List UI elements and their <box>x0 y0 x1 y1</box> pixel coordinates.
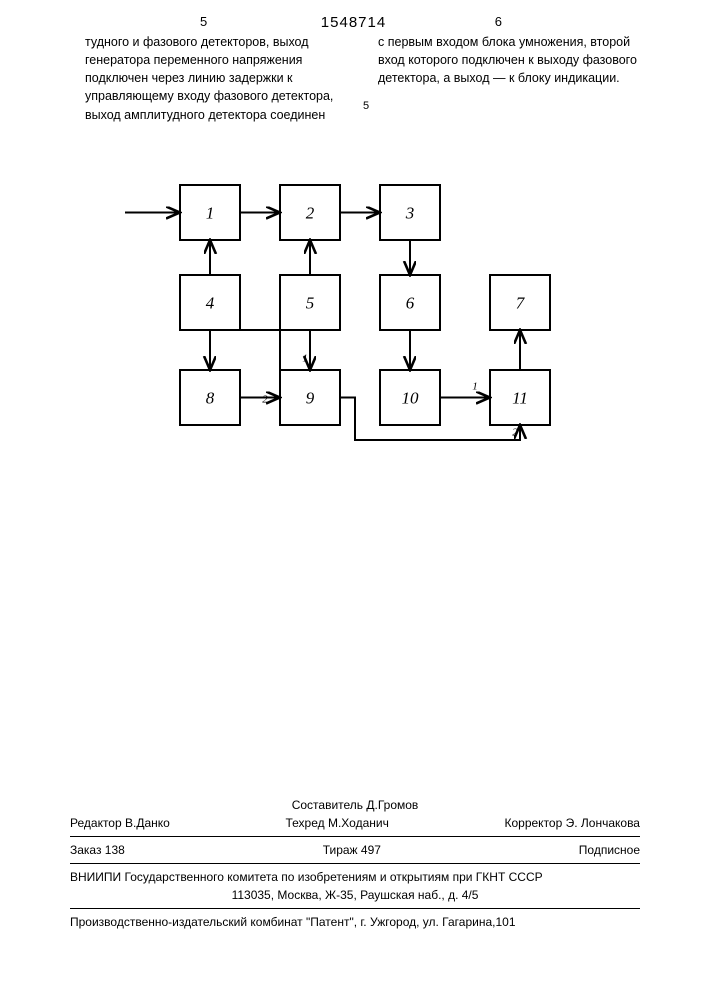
svg-text:9: 9 <box>306 388 315 407</box>
svg-text:5: 5 <box>306 293 315 312</box>
compiler-line: Составитель Д.Громов <box>70 796 640 814</box>
svg-text:2: 2 <box>512 427 518 439</box>
subscription: Подписное <box>579 841 640 859</box>
svg-text:6: 6 <box>406 293 415 312</box>
svg-text:1: 1 <box>472 381 478 393</box>
tech-editor-name: Техред М.Ходанич <box>285 814 388 832</box>
circulation: Тираж 497 <box>323 841 381 859</box>
page-number-left: 5 <box>200 14 207 29</box>
text-column-left: тудного и фазового детекторов, выход ген… <box>85 33 357 124</box>
svg-text:3: 3 <box>405 203 415 222</box>
svg-text:7: 7 <box>516 293 526 312</box>
text-column-right: с первым входом блока умножения, второй … <box>378 33 650 87</box>
svg-text:8: 8 <box>206 388 215 407</box>
address-line-1: 113035, Москва, Ж-35, Раушская наб., д. … <box>70 886 640 904</box>
block-diagram: 12345678910111212 <box>105 175 615 475</box>
org-line-1: ВНИИПИ Государственного комитета по изоб… <box>70 868 640 886</box>
org-line-2: Производственно-издательский комбинат "П… <box>70 913 640 931</box>
margin-line-number: 5 <box>363 100 369 112</box>
svg-text:4: 4 <box>206 293 215 312</box>
editor-name: Редактор В.Данко <box>70 814 170 832</box>
svg-text:1: 1 <box>206 203 215 222</box>
svg-text:2: 2 <box>262 394 268 406</box>
document-number: 1548714 <box>321 14 386 31</box>
svg-text:10: 10 <box>402 388 420 407</box>
svg-text:11: 11 <box>512 388 528 407</box>
page-number-right: 6 <box>495 14 502 29</box>
svg-text:1: 1 <box>302 353 308 365</box>
corrector-name: Корректор Э. Лончакова <box>505 814 640 832</box>
footer-block: Составитель Д.Громов Редактор В.Данко Те… <box>70 796 640 931</box>
svg-text:2: 2 <box>306 203 315 222</box>
order-number: Заказ 138 <box>70 841 125 859</box>
